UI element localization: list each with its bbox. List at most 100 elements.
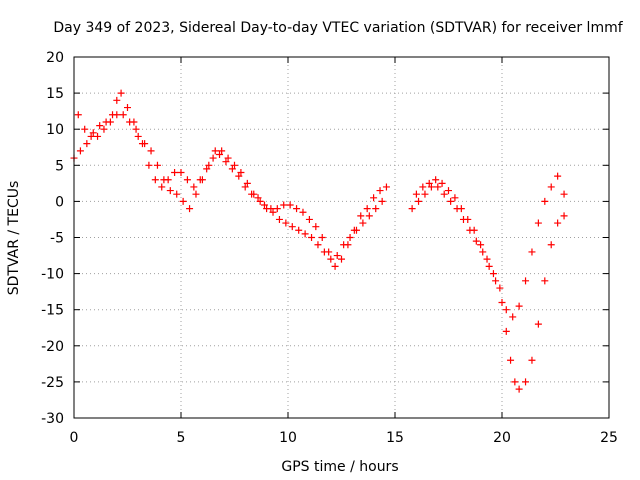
data-point <box>485 262 493 270</box>
data-point <box>235 172 243 180</box>
y-tick-label: 15 <box>46 86 64 102</box>
data-point <box>445 187 452 195</box>
data-point <box>357 212 365 220</box>
data-point <box>228 165 236 173</box>
data-point <box>145 161 153 169</box>
data-point <box>273 205 281 213</box>
data-point <box>177 169 185 177</box>
data-point <box>554 219 562 227</box>
series-layer <box>70 89 568 393</box>
data-point <box>132 125 140 133</box>
data-point <box>344 241 352 249</box>
data-point <box>515 385 523 393</box>
data-point <box>350 226 358 234</box>
data-point <box>489 270 497 278</box>
data-point <box>153 161 161 169</box>
y-tick-label: -10 <box>41 267 64 283</box>
data-point <box>560 190 568 198</box>
y-tick-label: -25 <box>41 375 64 391</box>
data-point <box>87 132 95 140</box>
data-point <box>260 201 268 209</box>
data-point <box>425 179 433 187</box>
data-point <box>440 190 448 198</box>
data-point <box>256 197 264 205</box>
y-tick-label: -5 <box>50 231 64 247</box>
data-point <box>96 122 104 130</box>
data-point <box>119 111 127 119</box>
data-point <box>267 205 275 213</box>
data-point <box>295 226 303 234</box>
data-point <box>173 190 181 198</box>
data-point <box>117 89 125 97</box>
data-point <box>492 277 500 285</box>
data-point <box>301 230 309 238</box>
data-point <box>515 302 523 310</box>
data-point <box>248 190 256 198</box>
data-point <box>427 183 435 191</box>
data-point <box>554 172 562 180</box>
data-point <box>408 205 416 213</box>
data-point <box>211 147 219 155</box>
data-point <box>421 190 429 198</box>
data-point <box>528 356 536 364</box>
data-point <box>269 208 277 216</box>
series-arc-4 <box>412 172 568 321</box>
data-point <box>547 241 555 249</box>
data-point <box>376 187 384 195</box>
data-point <box>222 158 230 166</box>
data-point <box>472 237 480 245</box>
data-point <box>186 205 194 213</box>
data-point <box>106 118 114 126</box>
data-point <box>502 306 510 314</box>
data-point <box>218 147 226 155</box>
data-point <box>179 197 187 205</box>
data-point <box>372 205 380 213</box>
data-point <box>237 169 245 177</box>
data-point <box>282 219 290 227</box>
data-point <box>434 183 442 191</box>
series-arc-1 <box>70 89 386 263</box>
data-point <box>171 169 179 177</box>
data-point <box>415 197 423 205</box>
data-point <box>254 194 262 202</box>
data-point <box>541 277 549 285</box>
x-tick-label: 5 <box>177 430 186 446</box>
data-point <box>464 215 472 223</box>
data-point <box>158 183 166 191</box>
series-arc-2 <box>74 111 390 270</box>
data-point <box>447 197 455 205</box>
data-point <box>286 201 294 209</box>
data-point <box>477 241 485 249</box>
y-tick-label: 5 <box>55 158 64 174</box>
data-point <box>147 147 155 155</box>
data-point <box>81 125 89 133</box>
x-tick-label: 25 <box>600 430 618 446</box>
data-point <box>134 132 142 140</box>
data-point <box>100 125 108 133</box>
data-point <box>483 255 491 263</box>
data-point <box>382 183 390 191</box>
x-tick-label: 10 <box>279 430 297 446</box>
data-point <box>419 183 427 191</box>
data-point <box>470 226 478 234</box>
data-point <box>338 255 345 263</box>
data-point <box>224 154 232 162</box>
data-point <box>327 255 335 263</box>
data-point <box>94 132 102 140</box>
x-axis-label: GPS time / hours <box>281 459 398 475</box>
data-point <box>280 201 288 209</box>
data-point <box>498 298 506 306</box>
series-arc-3 <box>408 183 568 393</box>
data-point <box>451 194 459 202</box>
data-point <box>275 215 283 223</box>
data-point <box>205 161 213 169</box>
data-point <box>502 327 510 335</box>
x-tick-labels: 0 5 10 15 20 25 <box>70 430 618 446</box>
data-point <box>412 190 420 198</box>
data-point <box>138 140 146 148</box>
data-point <box>113 111 121 119</box>
data-point <box>479 248 487 256</box>
data-point <box>243 179 251 187</box>
data-point <box>89 129 97 137</box>
